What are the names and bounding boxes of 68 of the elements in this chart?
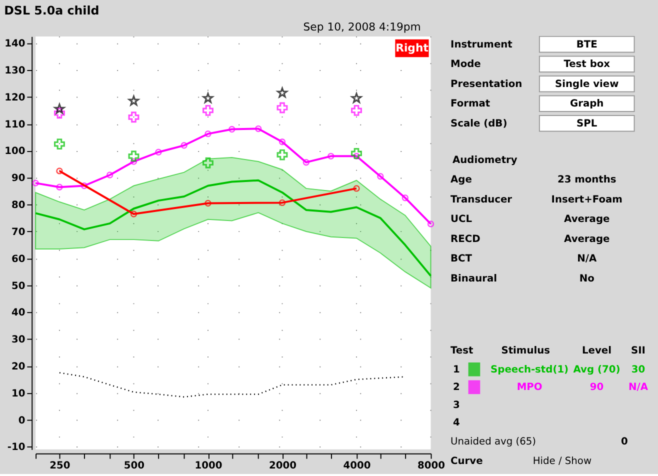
text: Mode [450, 59, 482, 70]
y-tick-label: 50 [11, 280, 26, 292]
text: Single view [555, 78, 619, 90]
text: 1 [453, 364, 460, 376]
text: 2 [453, 382, 460, 394]
y-tick-label: -10 [7, 442, 26, 454]
text: 23 months [557, 174, 616, 186]
x-tick-label: 2000 [269, 460, 297, 472]
legend-label: Speech-std(1) [490, 364, 569, 376]
y-tick-label: 100 [4, 146, 26, 158]
text: Hide / Show [532, 456, 592, 468]
text: UCL [450, 214, 473, 226]
text: 3 [453, 400, 460, 411]
line-series [34, 179, 432, 277]
x-tick-label: 8000 [418, 460, 446, 472]
text: Graph [570, 98, 604, 110]
text: Average [564, 214, 610, 226]
annotation: Right [396, 41, 428, 54]
y-tick-label: 30 [11, 334, 26, 346]
text: Scale (dB) [450, 118, 508, 130]
text: N/A [577, 254, 597, 265]
text: Test box [564, 59, 611, 70]
text: N/A [628, 382, 648, 394]
text: Age [450, 174, 472, 186]
y-tick-label: 40 [11, 308, 26, 319]
text: 0 [620, 436, 628, 448]
y-tick-label: 110 [4, 119, 26, 130]
chart-title: DSL 5.0a child [4, 4, 100, 18]
y-tick-label: 70 [11, 226, 26, 238]
y-tick-label: 20 [11, 361, 26, 372]
text: Transducer [450, 194, 512, 206]
x-tick-label: 500 [124, 460, 145, 472]
text: Unaided avg (65) [450, 436, 536, 448]
text: Average [564, 234, 610, 245]
text: Curve [450, 456, 484, 468]
text: Level [582, 346, 612, 357]
y-tick-label: 60 [11, 254, 26, 265]
y-tick-label: 90 [11, 173, 26, 184]
text: Sep 10, 2008 4:19pm [303, 20, 421, 34]
text: 4 [453, 418, 460, 429]
text: SPL [576, 118, 598, 130]
text: No [579, 273, 595, 284]
y-tick-label: 130 [4, 66, 26, 77]
text: SII [631, 346, 646, 357]
x-tick-label: 250 [50, 460, 70, 472]
text: Presentation [450, 78, 522, 90]
text: RECD [450, 234, 480, 245]
text: Audiometry [452, 154, 518, 166]
text: BCT [450, 254, 472, 265]
text: Test [450, 346, 474, 357]
text: Avg (70) [573, 364, 620, 376]
line-series [58, 372, 406, 398]
text: Format [450, 98, 490, 110]
x-tick-label: 1000 [194, 460, 222, 472]
y-tick-label: 10 [11, 388, 26, 400]
y-tick-label: 80 [11, 200, 26, 212]
y-tick-label: 140 [4, 38, 26, 50]
text: 90 [590, 382, 604, 394]
text: Insert+Foam [551, 194, 622, 206]
text: Binaural [450, 273, 498, 284]
y-tick-label: 120 [4, 92, 26, 104]
text: BTE [576, 39, 598, 50]
y-tick-label: 0 [18, 415, 26, 426]
text: 30 [631, 364, 646, 376]
text: MPO [516, 382, 542, 394]
text: Stimulus [501, 346, 550, 357]
x-tick-label: 4000 [343, 460, 371, 472]
text: Instrument [450, 39, 513, 50]
